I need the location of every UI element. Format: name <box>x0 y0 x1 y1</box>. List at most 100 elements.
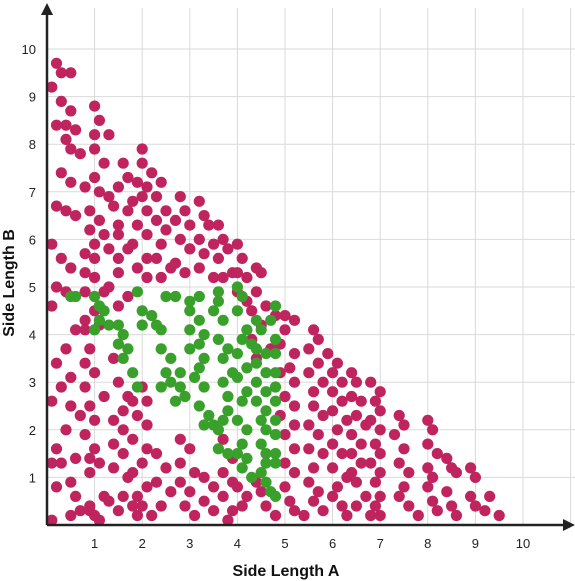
magenta-point <box>84 205 96 217</box>
magenta-point <box>327 367 339 379</box>
green-point <box>222 448 234 460</box>
magenta-point <box>198 471 210 483</box>
magenta-point <box>303 476 315 488</box>
magenta-point <box>174 191 186 203</box>
magenta-point <box>122 205 134 217</box>
magenta-point <box>198 210 210 222</box>
magenta-point <box>46 395 58 407</box>
magenta-point <box>84 500 96 512</box>
magenta-point <box>341 414 353 426</box>
magenta-point <box>365 376 377 388</box>
magenta-point <box>79 357 91 369</box>
magenta-point <box>127 395 139 407</box>
green-point <box>112 319 124 331</box>
magenta-point <box>165 486 177 498</box>
green-point <box>265 314 277 326</box>
magenta-point <box>288 443 301 455</box>
green-point <box>193 290 205 303</box>
magenta-point <box>193 233 205 245</box>
magenta-point <box>98 390 110 403</box>
green-point <box>250 314 262 326</box>
magenta-point <box>365 414 377 426</box>
magenta-point <box>146 509 158 522</box>
magenta-point <box>260 300 272 312</box>
magenta-point <box>84 224 96 236</box>
magenta-point <box>65 371 77 383</box>
green-point <box>217 414 229 426</box>
axes <box>41 3 575 531</box>
y-tick-label: 3 <box>29 375 36 390</box>
magenta-point <box>450 509 462 522</box>
magenta-point <box>98 229 110 241</box>
green-point <box>212 286 224 298</box>
magenta-point <box>260 500 272 512</box>
y-tick-label: 7 <box>29 185 36 200</box>
magenta-point <box>112 229 124 241</box>
magenta-point <box>350 500 362 512</box>
green-point <box>269 348 282 360</box>
green-point <box>255 414 267 426</box>
magenta-point <box>217 490 229 502</box>
green-point <box>269 381 282 393</box>
green-point <box>269 457 282 469</box>
y-tick-label: 1 <box>29 470 36 485</box>
green-point <box>174 367 186 379</box>
magenta-point <box>317 448 329 460</box>
green-point <box>198 352 210 364</box>
magenta-point <box>317 409 329 422</box>
magenta-point <box>365 509 377 522</box>
magenta-point <box>403 467 415 479</box>
magenta-point <box>141 481 153 493</box>
magenta-point <box>136 143 148 155</box>
magenta-point <box>136 157 148 169</box>
magenta-point <box>127 433 139 445</box>
magenta-point <box>284 495 296 507</box>
green-point <box>217 376 229 388</box>
magenta-point <box>422 462 434 474</box>
magenta-point <box>212 219 224 231</box>
magenta-point <box>398 481 410 493</box>
magenta-point <box>255 486 267 498</box>
green-point <box>250 395 262 407</box>
magenta-point <box>65 476 77 488</box>
magenta-point <box>331 424 343 436</box>
magenta-point <box>312 486 324 498</box>
green-point <box>184 295 196 307</box>
magenta-point <box>50 281 63 293</box>
green-point <box>127 367 139 379</box>
magenta-point <box>284 362 296 374</box>
green-point <box>103 319 115 331</box>
green-point <box>189 371 201 383</box>
magenta-point <box>317 505 329 517</box>
magenta-point <box>46 300 58 312</box>
x-tick-label: 2 <box>139 536 146 551</box>
magenta-point <box>169 214 182 226</box>
magenta-point <box>169 257 182 269</box>
magenta-point <box>103 495 115 507</box>
green-point <box>217 352 229 364</box>
magenta-point <box>288 419 301 431</box>
green-point <box>236 333 248 345</box>
magenta-point <box>112 219 124 231</box>
magenta-point <box>155 176 167 188</box>
magenta-point <box>246 305 258 317</box>
magenta-point <box>184 486 196 498</box>
green-point <box>231 448 243 460</box>
magenta-point <box>93 114 105 126</box>
magenta-point <box>103 129 115 141</box>
magenta-point <box>279 457 291 469</box>
green-point <box>136 319 148 331</box>
magenta-point <box>365 457 377 469</box>
magenta-point <box>131 219 143 231</box>
magenta-point <box>155 271 167 284</box>
magenta-point <box>127 500 139 512</box>
magenta-point <box>131 262 143 274</box>
magenta-point <box>89 367 101 379</box>
magenta-point <box>79 381 91 393</box>
green-point <box>122 343 134 355</box>
magenta-point <box>79 286 91 298</box>
magenta-point <box>403 500 415 512</box>
magenta-point <box>108 414 120 426</box>
magenta-point <box>89 143 101 155</box>
green-point <box>136 305 148 317</box>
